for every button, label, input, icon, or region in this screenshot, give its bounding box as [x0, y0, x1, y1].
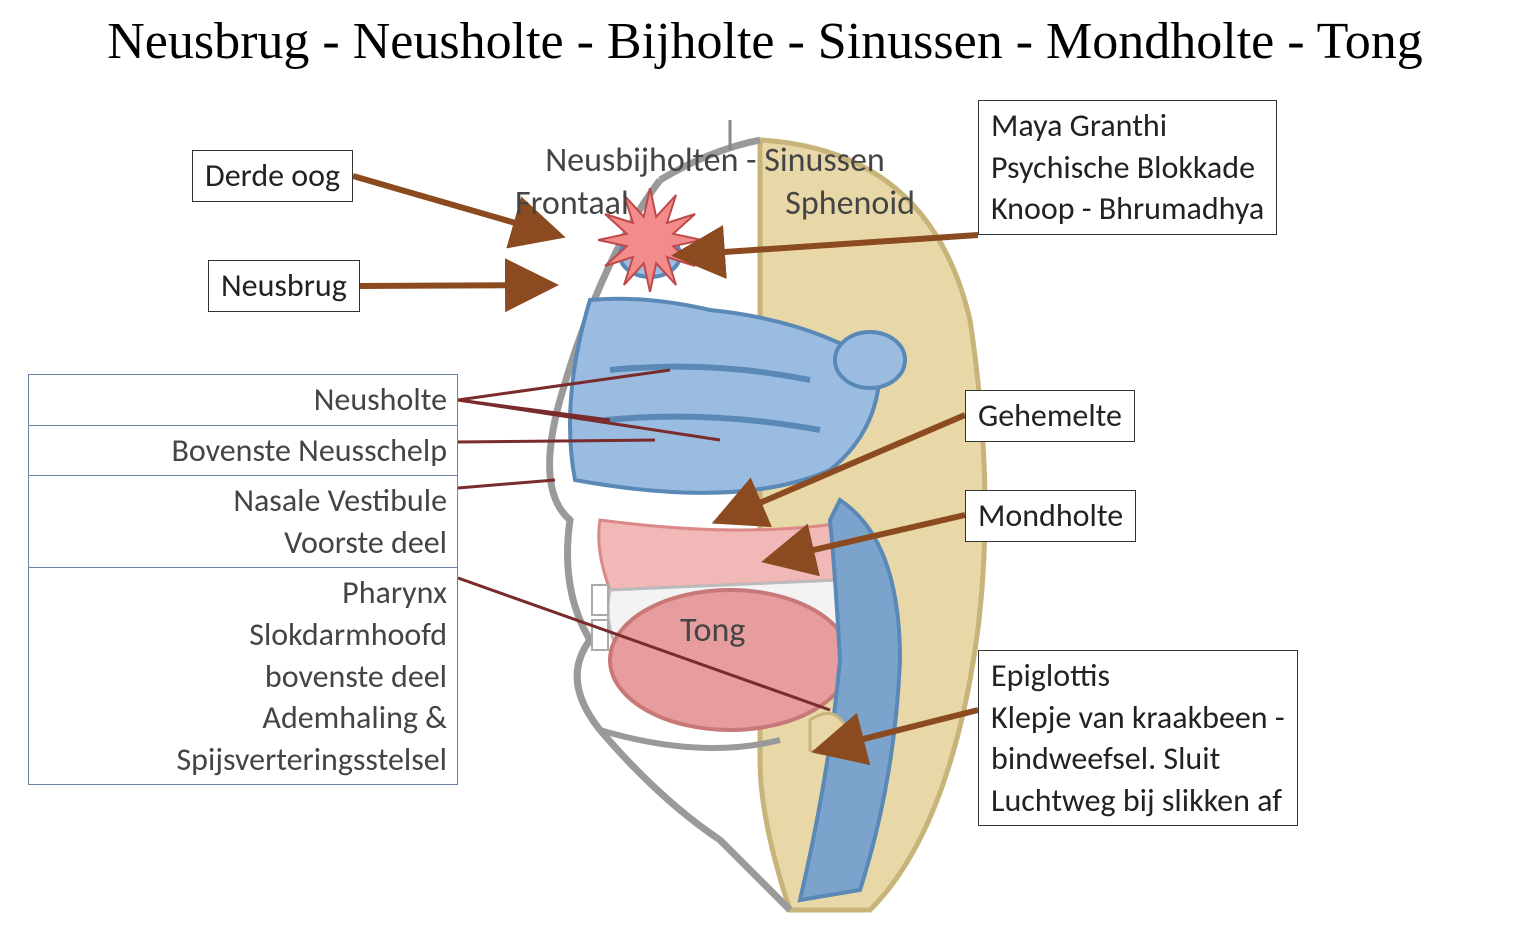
sinus-sphenoid: Sphenoid: [785, 183, 915, 226]
tong-label: Tong: [680, 610, 745, 651]
label-pharynx: Pharynx Slokdarmhoofd bovenste deel Adem…: [29, 568, 457, 784]
sinus-frontaal: Frontaal: [515, 183, 629, 226]
label-neusbrug: Neusbrug: [208, 260, 360, 312]
label-neusholte: Neusholte: [29, 375, 457, 426]
label-epiglottis: EpiglottisKlepje van kraakbeen -bindweef…: [978, 650, 1298, 826]
sinus-heading: Neusbijholten - Sinussen Frontaal Spheno…: [485, 140, 945, 225]
label-derde-oog: Derde oog: [192, 150, 353, 202]
page-title: Neusbrug - Neusholte - Bijholte - Sinuss…: [20, 12, 1510, 71]
anatomy-diagram: Neusbijholten - Sinussen Frontaal Spheno…: [0, 110, 1530, 930]
label-maya-granthi: Maya GranthiPsychische BlokkadeKnoop - B…: [978, 100, 1277, 235]
label-gehemelte: Gehemelte: [965, 390, 1135, 442]
left-label-stack: Neusholte Bovenste Neusschelp Nasale Ves…: [28, 374, 458, 785]
label-mondholte: Mondholte: [965, 490, 1136, 542]
label-nasale-vestibule: Nasale Vestibule Voorste deel: [29, 476, 457, 568]
label-bovenste-neusschelp: Bovenste Neusschelp: [29, 426, 457, 477]
head-illustration: [500, 120, 1040, 930]
sinus-heading-line1: Neusbijholten - Sinussen: [485, 140, 945, 183]
